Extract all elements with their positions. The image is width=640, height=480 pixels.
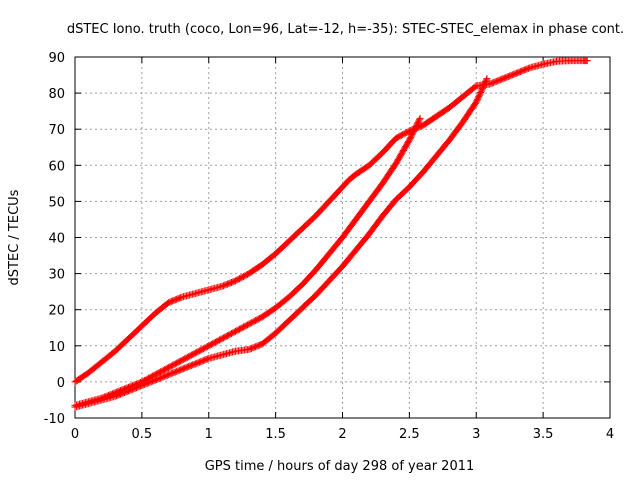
y-tick-label: 80: [48, 87, 65, 102]
x-tick-label: 2.5: [399, 427, 420, 442]
y-tick-label: 50: [48, 195, 65, 210]
y-tick-label: 60: [48, 159, 65, 174]
x-tick-label: 2: [338, 427, 346, 442]
y-axis-label: dSTEC / TECUs: [7, 189, 22, 285]
x-tick-label: 3: [472, 427, 480, 442]
y-tick-label: 20: [48, 304, 65, 319]
ticks: 0 0.5 1 1.5 2 2.5 3 3.5 4 -10 0 10 20 30 40 50 60 70 80 90: [44, 51, 614, 442]
chart-title: dSTEC Iono. truth (coco, Lon=96, Lat=-12…: [67, 22, 624, 37]
series-1: [71, 57, 591, 386]
x-tick-label: 1: [205, 427, 213, 442]
series-2: [71, 114, 424, 409]
y-tick-label: 30: [48, 268, 65, 283]
x-tick-label: 4: [606, 427, 614, 442]
x-tick-label: 1.5: [265, 427, 286, 442]
x-tick-label: 0: [71, 427, 79, 442]
series-3: [71, 75, 491, 411]
x-tick-label: 0.5: [132, 427, 153, 442]
data-point: [415, 116, 423, 124]
series-layer: [71, 57, 591, 411]
y-tick-label: -10: [44, 412, 65, 427]
data-point: [483, 75, 491, 83]
y-tick-label: 90: [48, 51, 65, 66]
grid: [75, 57, 610, 418]
data-point: [416, 114, 424, 122]
x-axis-label: GPS time / hours of day 298 of year 2011: [205, 459, 475, 474]
y-tick-label: 10: [48, 340, 65, 355]
y-tick-label: 40: [48, 232, 65, 247]
y-tick-label: 0: [57, 376, 65, 391]
x-tick-label: 3.5: [533, 427, 554, 442]
data-point: [482, 76, 490, 84]
y-tick-label: 70: [48, 123, 65, 138]
data-point: [583, 57, 591, 65]
